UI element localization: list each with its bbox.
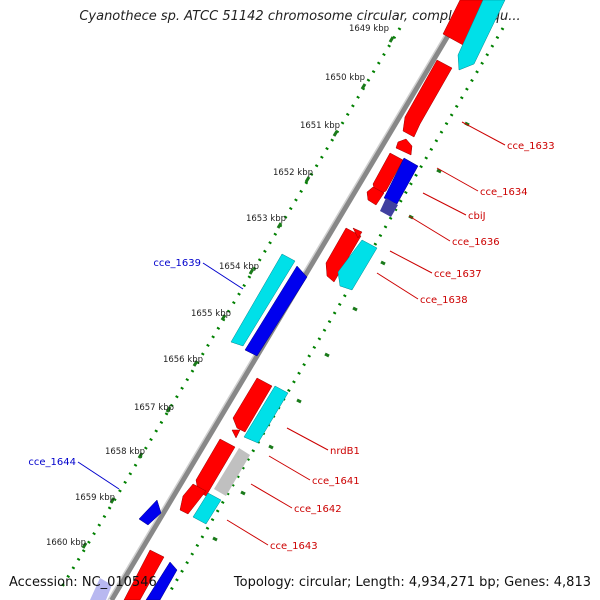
label-connectors	[226, 121, 506, 546]
tick-label: 1656 kbp	[163, 355, 203, 365]
gene-cbiJ-dark-block[interactable]	[380, 198, 398, 217]
tick-mark	[332, 130, 339, 137]
tick-mark	[276, 222, 283, 229]
gene-nrdB1-tip[interactable]	[231, 429, 241, 439]
gene-cce-1638-block[interactable]	[337, 239, 378, 291]
gene-cce-1634-block[interactable]	[395, 138, 413, 156]
label-connector	[250, 483, 293, 509]
gene-label[interactable]: cce_1633	[507, 141, 555, 152]
gene-cce-1644-block[interactable]	[138, 499, 162, 526]
tick-marks	[81, 36, 470, 549]
gene-cce-1642-block[interactable]	[179, 483, 207, 515]
gene-cce-1639-block[interactable]	[230, 253, 296, 347]
tick-label: 1655 kbp	[191, 309, 231, 319]
label-connector	[376, 272, 419, 300]
gene-label[interactable]: cce_1638	[420, 295, 468, 306]
tick-mark	[165, 406, 172, 413]
tick-mark	[192, 360, 199, 367]
tick-label: 1659 kbp	[75, 493, 115, 503]
tick-label: 1649 kbp	[349, 24, 389, 34]
inner-tick-mark	[436, 168, 442, 174]
gene-cce-1636-block[interactable]	[383, 157, 419, 205]
summary-text: Topology: circular; Length: 4,934,271 bp…	[233, 575, 591, 590]
label-connector	[422, 192, 467, 216]
accession-text: Accession: NC_010546	[9, 575, 157, 590]
label-connector	[202, 262, 244, 290]
gene-label[interactable]: cce_1642	[294, 504, 342, 515]
gene-cce-1643-block[interactable]	[192, 492, 222, 525]
tick-mark	[248, 268, 255, 275]
tick-label: 1653 kbp	[246, 214, 286, 224]
tick-label: 1658 kbp	[105, 447, 145, 457]
gene-cce-1641-block[interactable]	[243, 385, 289, 444]
gene-label[interactable]: cbiJ	[468, 211, 486, 222]
gene-cce-1637-tip[interactable]	[352, 227, 363, 239]
gene-pseudo-block[interactable]	[214, 448, 250, 496]
gene-label[interactable]: cce_1641	[312, 476, 360, 487]
tick-label: 1657 kbp	[134, 403, 174, 413]
tick-mark	[388, 36, 395, 43]
label-connector	[286, 427, 329, 451]
gene-label[interactable]: cce_1637	[434, 269, 482, 280]
gene-labels-left: cce_1639 cce_1644	[28, 258, 201, 468]
label-connector	[389, 250, 433, 274]
left-label-connectors	[77, 262, 244, 490]
inner-tick-mark	[268, 444, 274, 450]
tick-mark	[220, 314, 227, 321]
label-connector	[408, 215, 451, 242]
tick-label: 1651 kbp	[300, 121, 340, 131]
gene-labels-right: cce_1633 cce_1634 cbiJ cce_1636 cce_1637…	[270, 141, 555, 552]
inner-tick-mark	[380, 260, 386, 266]
gene-cbiJ-block[interactable]	[366, 186, 385, 206]
gene-cce-1633-block[interactable]	[402, 59, 453, 138]
tick-label: 1660 kbp	[46, 538, 86, 548]
tick-label: 1652 kbp	[273, 168, 313, 178]
gene-block[interactable]	[457, 0, 506, 71]
tick-labels: 1649 kbp 1650 kbp 1651 kbp 1652 kbp 1653…	[46, 24, 389, 548]
label-connector	[461, 121, 506, 146]
tick-mark	[109, 497, 116, 504]
inner-tick-mark	[212, 536, 218, 542]
map-title: Cyanothece sp. ATCC 51142 chromosome cir…	[79, 9, 521, 24]
gene-bottom-blue-block[interactable]	[145, 561, 178, 600]
gene-bottom-red-block[interactable]	[123, 549, 165, 600]
tick-mark	[81, 542, 88, 549]
gene-label[interactable]: cce_1636	[452, 237, 500, 248]
gene-faded-block[interactable]	[90, 578, 112, 600]
gene-label[interactable]: cce_1643	[270, 541, 318, 552]
label-connector	[226, 519, 269, 546]
gene-label[interactable]: cce_1634	[480, 187, 528, 198]
label-connector	[436, 167, 479, 192]
gene-label[interactable]: cce_1644	[28, 457, 76, 468]
tick-mark	[304, 176, 311, 183]
inner-tick-mark	[296, 398, 302, 404]
tick-label: 1654 kbp	[219, 262, 259, 272]
tick-label: 1650 kbp	[325, 73, 365, 83]
inner-tick-mark	[324, 352, 330, 358]
tick-mark	[360, 83, 367, 90]
gene-nrdB1-block[interactable]	[232, 377, 273, 433]
gene-cce-1639-tip-block[interactable]	[244, 265, 308, 357]
label-connector	[77, 461, 120, 490]
gene-label[interactable]: cce_1639	[153, 258, 201, 269]
tick-mark	[137, 452, 144, 459]
inner-tick-mark	[464, 121, 470, 127]
reverse-genes	[192, 0, 506, 525]
inner-tick-mark	[240, 490, 246, 496]
gene-label[interactable]: nrdB1	[330, 446, 360, 457]
label-connector	[268, 455, 311, 481]
blue-genes	[138, 157, 419, 600]
inner-tick-mark	[352, 306, 358, 312]
